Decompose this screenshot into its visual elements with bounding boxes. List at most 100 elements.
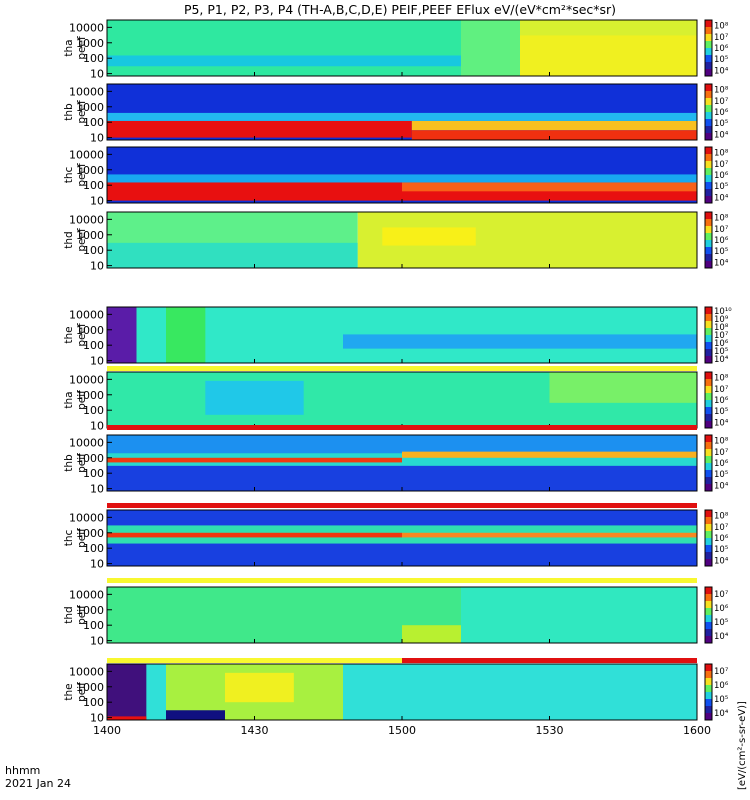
y-tick-label: 100	[83, 339, 104, 352]
colorbar-frame	[704, 211, 713, 269]
colorbar-segment	[705, 34, 712, 42]
flag-bar	[107, 425, 697, 430]
colorbar-segment	[705, 393, 712, 401]
colorbar-tick-label: 10⁶	[714, 339, 729, 349]
colorbar-tick-label: 10⁷	[714, 448, 729, 458]
colorbar-tick-label: 10⁴	[714, 418, 729, 428]
colorbar-segment	[705, 559, 712, 567]
colorbar-tick-label: 10⁴	[714, 709, 729, 719]
colorbar-tick-label: 10⁶	[714, 604, 729, 614]
flag-segment	[107, 578, 697, 583]
colorbar-segment	[705, 463, 712, 471]
colorbar-segment	[705, 98, 712, 106]
colorbar-tick-label: 10⁸	[714, 214, 729, 224]
spectrogram-band	[411, 130, 697, 140]
spectrogram-band	[402, 532, 697, 538]
colorbar-segment	[705, 477, 712, 485]
y-tick-label: 10	[90, 132, 104, 145]
colorbar-tick-label: 10⁴	[714, 481, 729, 491]
y-tick-label: 10000	[69, 148, 104, 161]
y-tick-label: 100	[83, 179, 104, 192]
colorbar-tick-label: 10⁷	[714, 97, 729, 107]
panel-label: the	[63, 326, 75, 343]
colorbar-tick-label: 10⁶	[714, 108, 729, 118]
colorbar-tick-label: 10⁵	[714, 407, 728, 417]
colorbar-segment	[705, 189, 712, 197]
colorbar-segment	[705, 407, 712, 415]
colorbar-tick-label: 10⁴	[714, 130, 729, 140]
y-tick-label: 1000	[76, 324, 104, 337]
colorbar-segment	[705, 692, 712, 700]
colorbar-segment	[705, 449, 712, 457]
spectrogram-band	[107, 457, 402, 463]
colorbar-tick-label: 10⁶	[714, 396, 729, 406]
colorbar-frame	[704, 19, 713, 77]
y-tick-label: 10000	[69, 213, 104, 226]
colorbar-segment	[705, 133, 712, 141]
colorbar-segment	[705, 685, 712, 693]
y-tick-label: 1000	[76, 681, 104, 694]
colorbar-tick-label: 10⁷	[714, 331, 729, 341]
colorbar-tick-label: 10⁶	[714, 459, 729, 469]
panel-label: peif	[76, 390, 88, 410]
colorbar-tick-label: 10⁷	[714, 667, 729, 677]
colorbar-tick-label: 10⁶	[714, 681, 729, 691]
flag-bar	[107, 578, 697, 583]
colorbar-segment	[705, 240, 712, 248]
flag-bar	[107, 658, 697, 663]
colorbar-tick-label: 10⁶	[714, 171, 729, 181]
y-tick-label: 100	[83, 244, 104, 257]
y-tick-label: 10	[90, 260, 104, 273]
y-tick-label: 10	[90, 558, 104, 571]
colorbar-segment	[705, 112, 712, 120]
colorbar-tick-label: 10⁹	[714, 315, 729, 325]
y-tick-label: 10000	[69, 308, 104, 321]
colorbar-frame	[704, 434, 713, 492]
colorbar-segment	[705, 20, 712, 28]
y-tick-label: 100	[83, 467, 104, 480]
y-tick-label: 10000	[69, 436, 104, 449]
spectrogram-band	[166, 307, 206, 363]
spectrogram-band	[402, 182, 697, 192]
colorbar-tick-label: 10⁷	[714, 160, 729, 170]
y-tick-label: 10	[90, 712, 104, 725]
spectrogram-band	[107, 664, 147, 720]
colorbar-segment	[705, 629, 712, 637]
colorbar-segment	[705, 182, 712, 190]
y-tick-label: 10000	[69, 665, 104, 678]
colorbar-frame	[704, 586, 713, 644]
colorbar-segment	[705, 196, 712, 204]
colorbar-segment	[705, 470, 712, 478]
colorbar-frame	[704, 371, 713, 429]
y-tick-label: 100	[83, 116, 104, 129]
y-tick-label: 10	[90, 195, 104, 208]
y-tick-label: 1000	[76, 389, 104, 402]
colorbar-tick-label: 10⁵	[714, 695, 728, 705]
y-tick-label: 10	[90, 355, 104, 368]
colorbar-segment	[705, 175, 712, 183]
x-tick-label: 1430	[241, 724, 269, 737]
panel-label: tha	[63, 39, 75, 56]
colorbar-segment	[705, 594, 712, 602]
spectrogram-band	[166, 710, 225, 720]
spectrogram-band	[382, 227, 476, 246]
colorbar-segment	[705, 601, 712, 609]
x-tick-label: 1530	[536, 724, 564, 737]
flag-bar	[107, 366, 697, 371]
colorbar-segment	[705, 154, 712, 162]
colorbar-tick-label: 10⁸	[714, 512, 729, 522]
colorbar-segment	[705, 510, 712, 518]
colorbar-segment	[705, 62, 712, 70]
colorbar-segment	[705, 400, 712, 408]
colorbar-tick-label: 10⁴	[714, 258, 729, 268]
spectrogram-panel: 10 100 1000 10000 the peef 10⁴10⁵10⁶10⁷10⁸10⁹1…	[63, 306, 732, 368]
colorbar-segment	[705, 161, 712, 169]
colorbar-segment	[705, 314, 712, 322]
panel-label: thd	[63, 231, 75, 248]
spectrogram-band	[107, 242, 358, 268]
x-tick-label: 1500	[388, 724, 416, 737]
y-tick-label: 1000	[76, 164, 104, 177]
